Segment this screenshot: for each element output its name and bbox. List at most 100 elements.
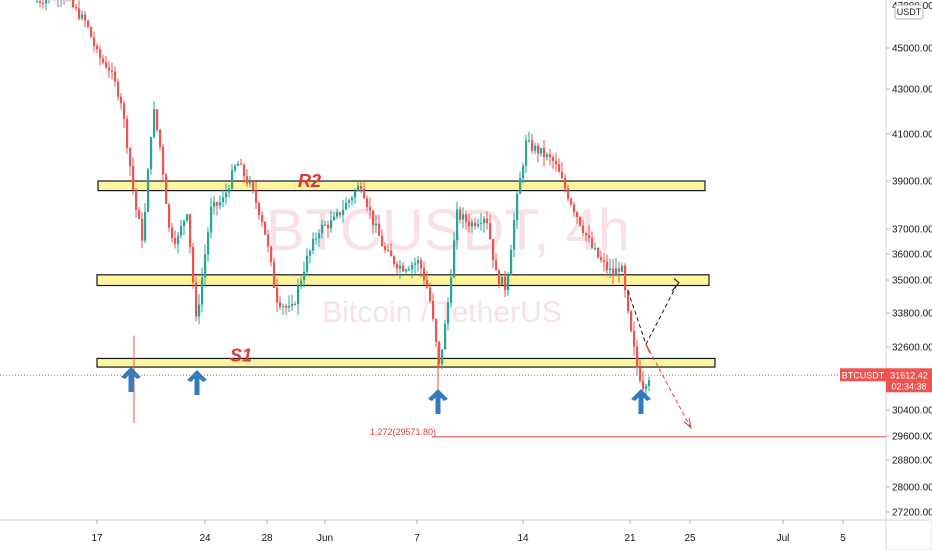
time-axis[interactable]: 17 24 28 Jun 7 14 21 25 Jul 5 bbox=[0, 519, 932, 550]
candle-body bbox=[174, 238, 177, 244]
candle-body bbox=[630, 311, 633, 332]
candle-body bbox=[624, 265, 627, 291]
candle-body bbox=[129, 148, 132, 166]
x-tick-label: Jul bbox=[777, 533, 790, 544]
candle-body bbox=[372, 210, 375, 226]
candle-body bbox=[324, 224, 327, 226]
candle-body bbox=[213, 202, 216, 207]
candle-body bbox=[603, 260, 606, 262]
candle-body bbox=[408, 269, 411, 271]
candle-body bbox=[339, 212, 342, 215]
fib-label: 1.272(29571.80) bbox=[370, 427, 436, 437]
price-axis[interactable]: 47000.00 45000.0043000.0041000.0039000.0… bbox=[885, 0, 932, 520]
candle-body bbox=[294, 303, 297, 305]
candle-body bbox=[456, 209, 459, 241]
candle-body bbox=[87, 20, 90, 27]
candle-body bbox=[111, 70, 114, 72]
y-tick-label: 41000.00 bbox=[892, 130, 932, 141]
candle-body bbox=[579, 216, 582, 226]
candle-body bbox=[249, 181, 252, 184]
candles-layer bbox=[36, 0, 651, 423]
zone-rect bbox=[97, 180, 706, 192]
candle-body bbox=[243, 164, 246, 177]
candle-body bbox=[333, 216, 336, 221]
x-tick-label: 21 bbox=[624, 533, 636, 544]
candle-body bbox=[567, 188, 570, 199]
candle-body bbox=[159, 129, 162, 148]
candle-body bbox=[450, 277, 453, 303]
candle-body bbox=[642, 380, 645, 389]
candle-body bbox=[528, 140, 531, 142]
candle-body bbox=[507, 275, 510, 291]
candle-body bbox=[72, 0, 75, 8]
candle-body bbox=[225, 192, 228, 198]
candle-body bbox=[561, 171, 564, 178]
candle-body bbox=[495, 260, 498, 271]
candle-body bbox=[267, 234, 270, 247]
candle-body bbox=[615, 268, 618, 277]
candle-body bbox=[258, 203, 261, 216]
candle-body bbox=[93, 37, 96, 47]
candle-body bbox=[501, 276, 504, 285]
candle-body bbox=[465, 214, 468, 222]
candle-body bbox=[414, 263, 417, 265]
candle-body bbox=[546, 154, 549, 157]
y-tick-label: 39000.00 bbox=[892, 177, 932, 188]
bearish-arrowhead bbox=[683, 418, 692, 430]
axis-corner[interactable] bbox=[885, 519, 932, 550]
candle-body bbox=[123, 103, 126, 119]
candle-body bbox=[384, 246, 387, 251]
up-arrow-shaft bbox=[435, 394, 441, 414]
candle-body bbox=[597, 247, 600, 258]
candle-body bbox=[315, 238, 318, 240]
price-tag-price: 31612.42 bbox=[890, 370, 928, 380]
candle-body bbox=[108, 67, 111, 71]
candle-body bbox=[489, 223, 492, 240]
candle-body bbox=[468, 221, 471, 227]
zones-layer bbox=[96, 180, 716, 368]
candle-body bbox=[282, 306, 285, 308]
candle-body bbox=[36, 1, 39, 3]
candle-body bbox=[363, 188, 366, 199]
price-tag-box bbox=[886, 368, 932, 393]
up-arrow-shaft bbox=[638, 394, 644, 414]
x-tick-label: 17 bbox=[91, 533, 103, 544]
candle-body bbox=[543, 148, 546, 157]
candle-body bbox=[357, 185, 360, 191]
candle-body bbox=[336, 212, 339, 217]
candle-body bbox=[444, 323, 447, 350]
currency-badge[interactable]: USDT bbox=[894, 4, 924, 20]
candle-body bbox=[423, 268, 426, 281]
candle-body bbox=[636, 346, 639, 368]
candle-body bbox=[519, 178, 522, 194]
candle-body bbox=[183, 220, 186, 227]
candle-body bbox=[504, 276, 507, 291]
candle-body bbox=[132, 165, 135, 190]
candle-body bbox=[153, 109, 156, 138]
candle-body bbox=[198, 304, 201, 317]
candle-body bbox=[216, 202, 219, 206]
candle-body bbox=[531, 140, 534, 151]
candle-body bbox=[453, 240, 456, 278]
candle-body bbox=[222, 197, 225, 203]
candle-body bbox=[549, 154, 552, 158]
candle-body bbox=[609, 268, 612, 270]
zone-label-r2: R2 bbox=[298, 171, 321, 191]
candle-body bbox=[195, 282, 198, 317]
projection-arrowhead bbox=[671, 278, 680, 292]
candle-body bbox=[90, 26, 93, 38]
candle-body bbox=[369, 207, 372, 211]
candle-body bbox=[291, 303, 294, 307]
candle-body bbox=[486, 218, 489, 224]
candle-body bbox=[204, 254, 207, 278]
up-arrow-shaft bbox=[194, 375, 200, 395]
candle-body bbox=[354, 190, 357, 198]
candle-body bbox=[390, 250, 393, 257]
symbol-watermark: BTCUSDT, 4h bbox=[266, 198, 630, 263]
candle-body bbox=[432, 300, 435, 320]
y-tick-label: 33800.00 bbox=[892, 309, 932, 320]
candle-body bbox=[135, 189, 138, 210]
candle-body bbox=[639, 367, 642, 381]
candle-body bbox=[186, 214, 189, 221]
